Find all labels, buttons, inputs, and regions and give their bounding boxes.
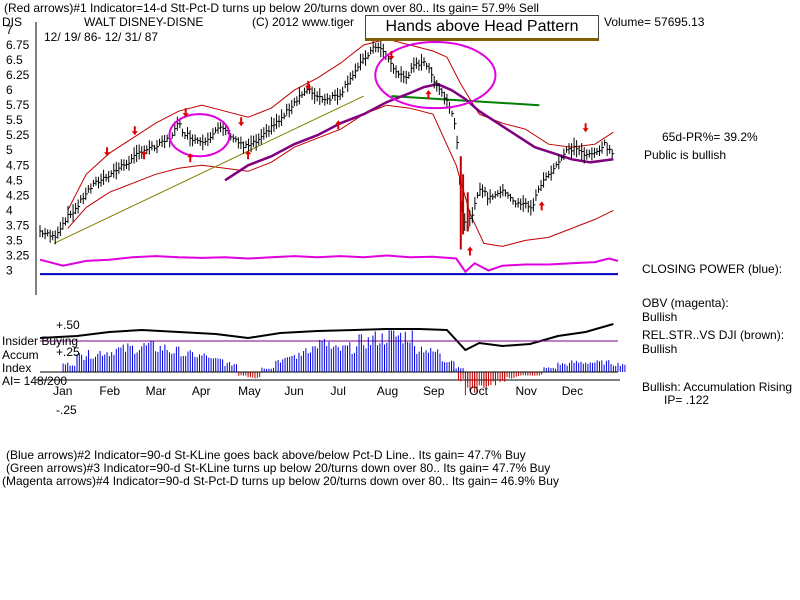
y-tick-label: 4.75 [6, 158, 30, 172]
y-tick-label: 5.25 [6, 128, 30, 142]
relstr-value: Bullish [642, 342, 678, 356]
obv-label: OBV (magenta): [642, 296, 729, 310]
pattern-circle [168, 113, 231, 158]
pattern-label: Hands above Head Pattern [365, 15, 599, 41]
buy-arrow-icon [467, 246, 474, 256]
sell-arrow-icon [131, 126, 138, 136]
y-tick-label: 4.25 [6, 188, 30, 202]
buy-arrow-icon [245, 150, 252, 160]
y-tick-label: 3.5 [6, 233, 23, 247]
relstr-label: REL.STR..VS DJI (brown): [642, 328, 785, 342]
y-tick-label: 3.25 [6, 248, 30, 262]
x-tick-label: Nov [516, 384, 537, 398]
indicator-3-description: (Green arrows)#3 Indicator=90-d St-KLine… [6, 461, 551, 475]
pr-percent: 65d-PR%= 39.2% [662, 130, 758, 144]
ticker-symbol: DIS [2, 15, 23, 29]
ai-value: AI= 148/200 [2, 374, 68, 388]
pattern-circles [168, 41, 497, 158]
y-tick-label: 5.75 [6, 98, 30, 112]
sell-arrow-icon [238, 117, 245, 127]
pattern-circle [374, 41, 497, 110]
x-tick-label: Sep [423, 384, 445, 398]
date-range: 12/ 19/ 86- 12/ 31/ 87 [44, 30, 159, 44]
indicator-2-description: (Blue arrows)#2 Indicator=90-d St-KLine … [6, 448, 526, 462]
lower-band-line [67, 104, 614, 247]
accum-tick-plus25: +.25 [56, 345, 80, 359]
indicator-4-description: (Magenta arrows)#4 Indicator=90-d St-Pct… [2, 474, 559, 488]
indicator-lines [53, 82, 614, 244]
x-tick-label: Jun [284, 384, 303, 398]
x-tick-label: Jan [53, 384, 72, 398]
x-tick-label: Apr [192, 384, 211, 398]
signal-arrows [104, 27, 589, 256]
sell-arrow-icon [582, 123, 589, 133]
y-tick-label: 4.5 [6, 173, 23, 187]
accum-label: Accum [2, 348, 39, 362]
y-tick-label: 6.5 [6, 53, 23, 67]
volume-text: Volume= 57695.13 [604, 15, 705, 29]
y-tick-label: 6 [6, 83, 13, 97]
moving-average-line [224, 82, 614, 182]
accum-tick-plus50: +.50 [56, 318, 80, 332]
upper-band-line [67, 38, 614, 211]
y-tick-label: 4 [6, 203, 13, 217]
y-tick-label: 3 [6, 263, 13, 277]
sell-arrow-icon [305, 81, 312, 91]
lower-indicators [39, 254, 626, 396]
public-sentiment: Public is bullish [644, 148, 727, 162]
buy-arrow-icon [538, 201, 545, 211]
x-tick-label: Oct [469, 384, 488, 398]
accumulation-status: Bullish: Accumulation Rising [642, 380, 793, 394]
x-tick-label: Jul [331, 384, 346, 398]
closing-power-label: CLOSING POWER (blue): [642, 262, 783, 276]
y-axis-ticks: 33.253.53.7544.254.54.7555.255.55.7566.2… [6, 23, 30, 277]
company-name: WALT DISNEY-DISNE [84, 15, 204, 29]
y-tick-label: 6.25 [6, 68, 30, 82]
rel-strength-line [39, 323, 614, 352]
sell-arrow-icon [182, 108, 189, 118]
ip-value: IP= .122 [664, 393, 710, 407]
obv-value: Bullish [642, 310, 678, 324]
x-axis-months: Jan Feb Mar Apr May Jun Jul Aug Sep Oct Nov Dec [53, 384, 583, 398]
index-label: Index [2, 361, 32, 375]
y-tick-label: 3.75 [6, 218, 30, 232]
buy-arrow-icon [425, 90, 432, 100]
support-trendline [53, 95, 364, 244]
obv-line [39, 254, 619, 274]
buy-arrow-icon [335, 120, 342, 130]
y-tick-label: 6.75 [6, 38, 30, 52]
accum-tick-minus25: -.25 [56, 403, 77, 417]
x-tick-label: Dec [562, 384, 583, 398]
indicator-1-description: (Red arrows)#1 Indicator=14-d Stt-Pct-D … [4, 1, 539, 15]
sell-arrow-icon [104, 147, 111, 157]
buy-arrow-icon [187, 153, 194, 163]
y-tick-label: 5 [6, 143, 13, 157]
x-tick-label: May [238, 384, 261, 398]
y-tick-label: 5.5 [6, 113, 23, 127]
copyright-text: (C) 2012 www.tiger [252, 15, 355, 29]
x-tick-label: Feb [99, 384, 120, 398]
y-tick-label: 7 [6, 23, 13, 37]
sell-arrow-icon [388, 51, 395, 61]
buy-arrow-icon [141, 150, 148, 160]
x-tick-label: Mar [146, 384, 167, 398]
price-bands [67, 38, 614, 247]
insider-buying-label: Insider Buying [2, 334, 79, 348]
x-tick-label: Aug [377, 384, 398, 398]
